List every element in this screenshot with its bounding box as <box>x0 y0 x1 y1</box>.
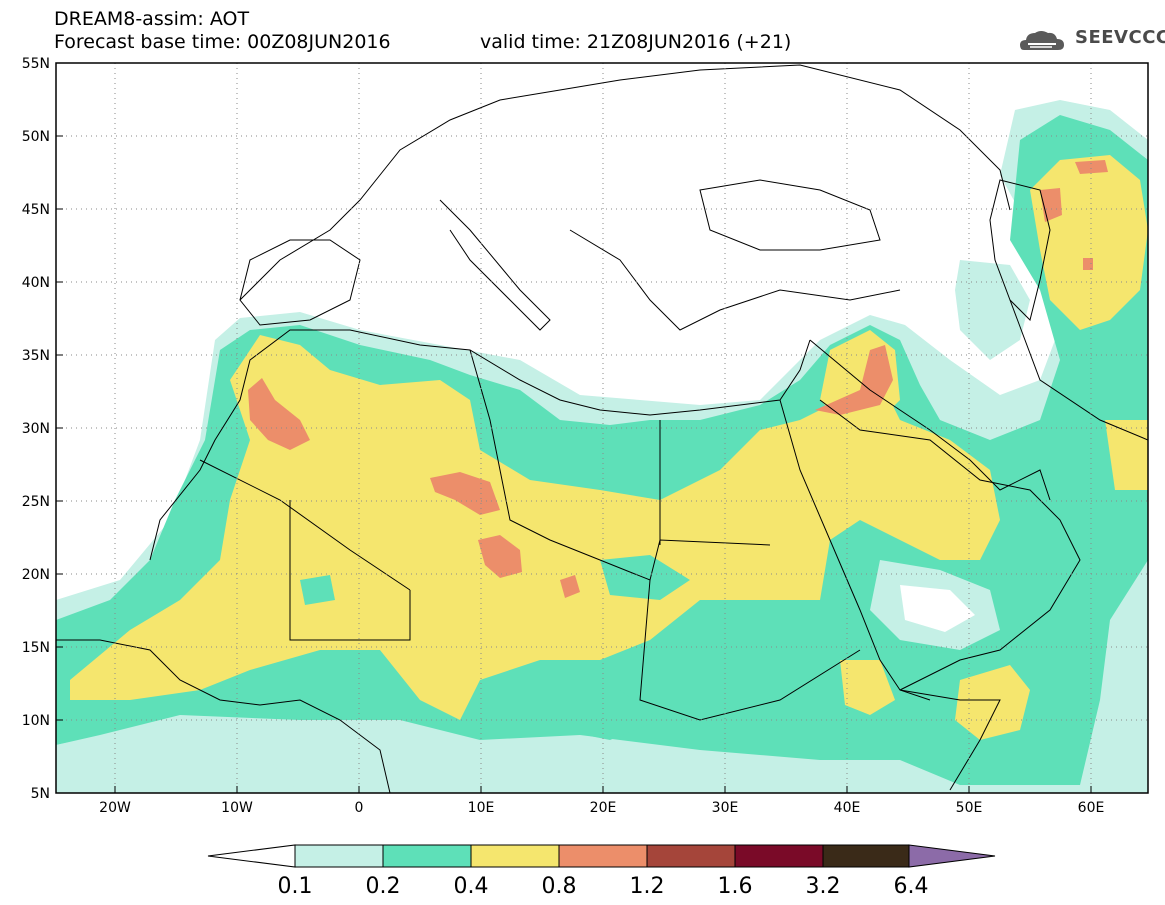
border-sahara-1 <box>199 459 411 591</box>
lat-label: 5N <box>31 786 50 802</box>
coastlines <box>56 64 1148 793</box>
longitude-labels: 20W 10W 0 10E 20E 30E 40E 50E 60E <box>99 800 1104 816</box>
lat-label: 20N <box>22 567 50 583</box>
lon-label: 20W <box>99 800 131 816</box>
lon-label: 30E <box>712 800 739 816</box>
clear-patch-lowleft <box>56 720 300 793</box>
lon-label: 50E <box>956 800 983 816</box>
aot-band-0.8-niger <box>478 535 522 578</box>
border-iran <box>1009 299 1148 441</box>
logo-text: SEEVCCC <box>1075 27 1165 48</box>
green-patch-sahel <box>560 690 660 740</box>
colorbar-label: 0.8 <box>542 874 577 899</box>
coast-black-sea <box>699 179 881 251</box>
lat-label: 55N <box>22 56 50 72</box>
aot-band-0.8-turkmen <box>1083 258 1093 270</box>
map-title: DREAM8-assim: AOT <box>54 8 250 30</box>
colorbar-label: 1.2 <box>630 874 665 899</box>
clear-patch-arabia-white <box>900 585 975 632</box>
valid-time: valid time: 21Z08JUN2016 (+21) <box>480 31 792 53</box>
lat-label: 50N <box>22 129 50 145</box>
green-patch-mali <box>300 575 335 605</box>
clear-patch-caspian <box>955 260 1030 360</box>
lon-label: 40E <box>834 800 861 816</box>
aot-band-0.4-ethiopia <box>840 660 895 715</box>
lon-label: 20E <box>590 800 617 816</box>
colorbar-swatch <box>470 844 560 868</box>
colorbar-swatch <box>382 844 472 868</box>
coast-west-africa <box>56 639 391 793</box>
forecast-base-time: Forecast base time: 00Z08JUN2016 <box>54 31 391 53</box>
colorbar-low-triangle <box>207 844 296 868</box>
border-sudan <box>639 579 861 721</box>
coast-italy <box>439 199 551 331</box>
border-sahara-3 <box>289 500 411 641</box>
colorbar-label: 0.1 <box>278 874 313 899</box>
colorbar-swatch <box>646 844 736 868</box>
coast-iberia <box>239 239 361 326</box>
lat-label: 45N <box>22 202 50 218</box>
tick-marks <box>56 135 1092 793</box>
lat-label: 25N <box>22 494 50 510</box>
colorbar-swatch <box>294 844 384 868</box>
aot-band-0.8-morocco <box>248 378 310 450</box>
aot-band-0.8-caspian-b <box>1075 160 1108 174</box>
coast-greece-turkey <box>569 229 901 331</box>
colorbar-swatch <box>558 844 648 868</box>
lat-label: 10N <box>22 713 50 729</box>
graticule <box>56 63 1148 793</box>
lon-label: 60E <box>1078 800 1105 816</box>
colorbar-swatch <box>734 844 824 868</box>
colorbar-label: 0.4 <box>454 874 489 899</box>
border-mideast <box>809 339 931 431</box>
cloud-icon <box>1020 31 1064 50</box>
lat-label: 15N <box>22 640 50 656</box>
colorbar-swatch <box>822 844 910 868</box>
coast-caspian <box>989 179 1051 321</box>
colorbar-label: 1.6 <box>718 874 753 899</box>
aot-band-0.8-libya <box>430 472 500 515</box>
lon-label: 10E <box>468 800 495 816</box>
colorbar-label: 3.2 <box>806 874 841 899</box>
coast-horn <box>899 689 1001 791</box>
aot-band-0.8-iraq <box>815 345 893 415</box>
lon-label: 10W <box>221 800 253 816</box>
aot-band-0.4-horn <box>955 665 1030 740</box>
border-sahara-2 <box>469 349 771 581</box>
aot-band-0.8-chad <box>560 575 580 598</box>
coast-europe <box>239 64 1011 301</box>
lat-label: 30N <box>22 421 50 437</box>
lat-label: 35N <box>22 348 50 364</box>
colorbar-label: 6.4 <box>894 874 929 899</box>
colorbar: 0.1 0.2 0.4 0.8 1.2 1.6 3.2 6.4 <box>207 844 996 899</box>
latitude-labels: 55N 50N 45N 40N 35N 30N 25N 20N 15N 10N … <box>22 56 50 802</box>
lon-label: 0 <box>355 800 364 816</box>
colorbar-label: 0.2 <box>366 874 401 899</box>
coast-gulf <box>929 429 1051 501</box>
coast-arabia <box>819 399 1081 691</box>
lat-label: 40N <box>22 275 50 291</box>
aot-band-0.4-east2 <box>1105 420 1148 490</box>
colorbar-high-triangle <box>908 844 996 868</box>
